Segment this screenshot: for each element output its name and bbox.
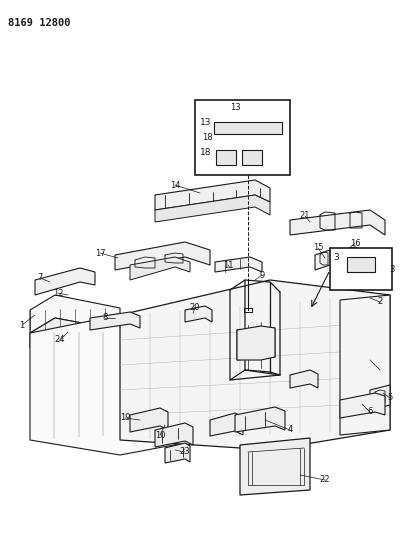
- Polygon shape: [237, 326, 275, 360]
- Text: 2: 2: [377, 297, 383, 306]
- Polygon shape: [115, 242, 210, 270]
- Text: 15: 15: [313, 244, 323, 253]
- Polygon shape: [35, 268, 95, 295]
- Polygon shape: [120, 280, 390, 450]
- Text: 16: 16: [350, 238, 360, 247]
- Polygon shape: [214, 122, 282, 134]
- Polygon shape: [216, 150, 236, 165]
- Polygon shape: [240, 438, 310, 495]
- Polygon shape: [30, 295, 120, 333]
- Polygon shape: [290, 210, 385, 235]
- Text: 8: 8: [102, 313, 108, 322]
- Text: 4: 4: [287, 425, 293, 434]
- Polygon shape: [155, 195, 270, 222]
- Text: 17: 17: [95, 248, 105, 257]
- Polygon shape: [130, 257, 190, 280]
- Text: 1: 1: [19, 320, 25, 329]
- Polygon shape: [130, 408, 168, 432]
- Polygon shape: [155, 180, 270, 210]
- Text: 11: 11: [223, 261, 233, 270]
- Polygon shape: [340, 393, 385, 418]
- Text: 5: 5: [388, 393, 393, 402]
- Polygon shape: [242, 150, 262, 165]
- Text: 6: 6: [367, 408, 373, 416]
- Text: 14: 14: [170, 181, 180, 190]
- Polygon shape: [30, 318, 120, 348]
- Polygon shape: [215, 257, 262, 272]
- Text: 23: 23: [180, 448, 190, 456]
- Text: 18: 18: [202, 133, 212, 142]
- Text: 18: 18: [200, 148, 212, 157]
- Text: 20: 20: [190, 303, 200, 312]
- Polygon shape: [347, 257, 375, 272]
- Text: 22: 22: [320, 475, 330, 484]
- Text: 19: 19: [120, 414, 130, 423]
- Text: 12: 12: [53, 288, 63, 297]
- Text: 3: 3: [333, 253, 339, 262]
- Polygon shape: [185, 306, 212, 322]
- Polygon shape: [155, 423, 193, 447]
- Text: 9: 9: [259, 271, 265, 279]
- Polygon shape: [370, 385, 390, 410]
- Polygon shape: [340, 247, 360, 262]
- Bar: [195, 100, 290, 175]
- Text: 10: 10: [155, 431, 165, 440]
- Text: 24: 24: [55, 335, 65, 344]
- Polygon shape: [340, 295, 390, 435]
- Text: 3: 3: [389, 265, 395, 274]
- Text: 21: 21: [300, 212, 310, 221]
- Polygon shape: [165, 443, 190, 463]
- Polygon shape: [315, 250, 340, 270]
- Polygon shape: [210, 413, 243, 436]
- Polygon shape: [235, 407, 285, 432]
- Bar: [330, 248, 392, 290]
- Polygon shape: [290, 370, 318, 388]
- Text: 13: 13: [200, 118, 212, 127]
- Text: 7: 7: [37, 273, 43, 282]
- Text: 8169 12800: 8169 12800: [8, 18, 71, 28]
- Polygon shape: [30, 315, 200, 455]
- Text: 13: 13: [230, 103, 240, 112]
- Polygon shape: [90, 312, 140, 330]
